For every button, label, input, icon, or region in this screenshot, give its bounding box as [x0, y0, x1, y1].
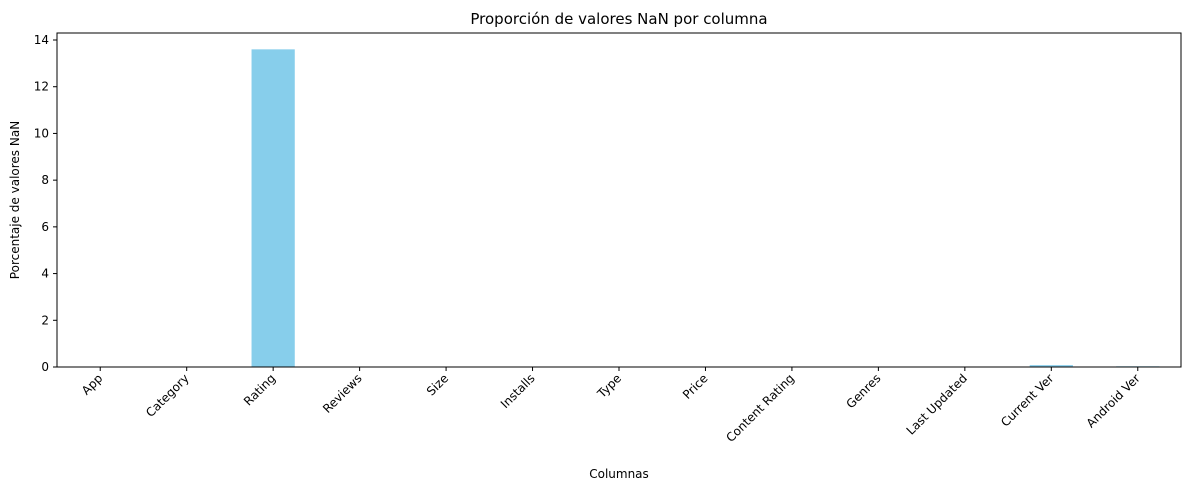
y-tick-label: 4 — [41, 267, 49, 281]
y-tick-label: 0 — [41, 360, 49, 374]
bar-current-ver — [1029, 365, 1073, 367]
y-tick-label: 6 — [41, 220, 49, 234]
x-tick-label: Rating — [241, 371, 278, 408]
bars-group — [165, 49, 1160, 368]
x-axis: App Category Rating Reviews Size Installs Type… — [79, 367, 1143, 445]
bar-rating — [251, 49, 295, 368]
x-tick-label: App — [79, 371, 105, 397]
y-tick-label: 10 — [34, 126, 49, 140]
x-tick-label: Content Rating — [723, 371, 797, 445]
y-tick-label: 8 — [41, 173, 49, 187]
y-tick-label: 14 — [34, 33, 49, 47]
x-tick-label: Android Ver — [1084, 371, 1143, 430]
x-tick-label: Current Ver — [998, 371, 1056, 429]
x-tick-label: Category — [143, 371, 192, 420]
x-tick-label: Size — [424, 371, 451, 398]
x-axis-label: Columnas — [589, 467, 649, 481]
x-tick-label: Installs — [498, 371, 538, 411]
plot-frame — [56, 32, 1182, 368]
x-tick-label: Price — [680, 371, 711, 402]
chart-title: Proporción de valores NaN por columna — [470, 10, 767, 28]
y-axis-label: Porcentaje de valores NaN — [8, 121, 22, 279]
x-tick-label: Type — [594, 371, 624, 401]
x-tick-label: Last Updated — [904, 371, 970, 437]
y-axis: 0 2 4 6 8 10 12 14 — [34, 33, 57, 374]
x-tick-label: Genres — [843, 371, 883, 411]
y-tick-label: 2 — [41, 313, 49, 327]
y-tick-label: 12 — [34, 80, 49, 94]
x-tick-label: Reviews — [320, 371, 365, 416]
